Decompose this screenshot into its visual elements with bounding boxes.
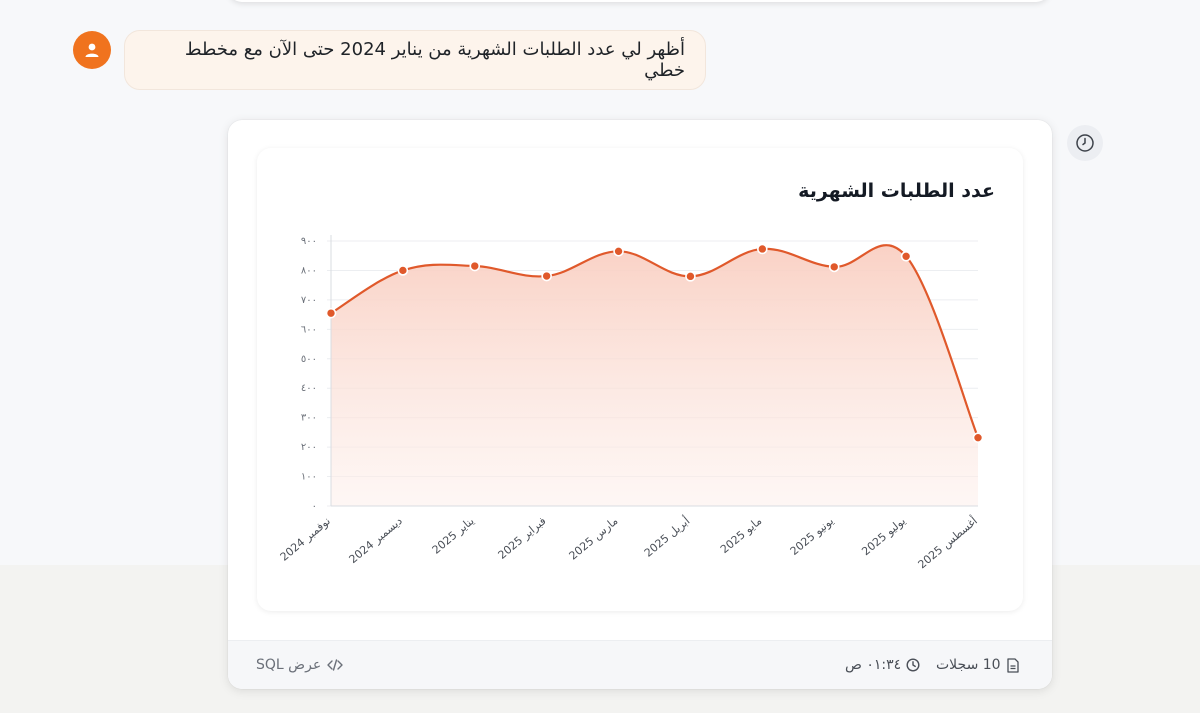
data-point	[397, 265, 409, 276]
data-point	[325, 307, 337, 319]
data-point	[900, 251, 912, 262]
y-tick-label: ٢٠٠	[301, 442, 317, 453]
chart-panel: عدد الطلبات الشهرية ٠ ١٠٠ ٢٠٠ ٣٠٠ ٤٠٠ ٥٠٠ ٦٠٠ ٧…	[257, 148, 1023, 611]
response-time: ٠١:٣٤ ص	[845, 657, 920, 673]
y-tick-label: ٤٠٠	[301, 383, 317, 394]
data-point	[469, 260, 481, 272]
user-message-bubble: أظهر لي عدد الطلبات الشهرية من يناير 202…	[124, 30, 706, 90]
y-tick-label: ١٠٠	[301, 472, 317, 483]
x-tick-label: أغسطس 2025	[915, 514, 980, 572]
clock-icon	[906, 658, 920, 672]
code-icon	[327, 659, 343, 671]
series-area	[331, 245, 978, 506]
x-tick-label: يوليو 2025	[859, 514, 908, 558]
x-tick-label: نوفمبر 2024	[278, 514, 333, 563]
y-tick-label: ٦٠٠	[301, 324, 317, 335]
line-chart: ٠ ١٠٠ ٢٠٠ ٣٠٠ ٤٠٠ ٥٠٠ ٦٠٠ ٧٠٠ ٨٠٠ ٩٠٠ نوفمبر 2024…	[278, 235, 984, 572]
x-tick-label: ديسمبر 2024	[347, 514, 405, 566]
document-icon	[1006, 657, 1019, 673]
user-icon	[85, 43, 99, 57]
data-point	[972, 432, 984, 443]
card-footer: عرض SQL ٠١:٣٤ ص 10 سجلات	[228, 640, 1052, 689]
previous-message-card	[228, 0, 1050, 2]
y-tick-label: ٩٠٠	[301, 236, 317, 247]
response-card: عدد الطلبات الشهرية ٠ ١٠٠ ٢٠٠ ٣٠٠ ٤٠٠ ٥٠٠ ٦٠٠ ٧…	[228, 120, 1052, 689]
record-count-text: 10 سجلات	[936, 657, 1001, 673]
y-tick-label: ٧٠٠	[301, 295, 317, 306]
history-icon	[1076, 134, 1094, 152]
show-sql-label: عرض SQL	[256, 657, 322, 673]
time-text: ٠١:٣٤ ص	[845, 657, 902, 673]
history-button[interactable]	[1067, 125, 1103, 161]
chart-title: عدد الطلبات الشهرية	[798, 180, 995, 202]
x-tick-label: مارس 2025	[567, 514, 621, 562]
record-count: 10 سجلات	[936, 657, 1019, 673]
data-point	[685, 271, 696, 282]
x-tick-label: مايو 2025	[718, 514, 764, 556]
user-message-text: أظهر لي عدد الطلبات الشهرية من يناير 202…	[184, 39, 685, 81]
x-tick-label: فبراير 2025	[496, 514, 549, 561]
y-tick-label: ٨٠٠	[301, 265, 317, 276]
y-tick-label: ٠	[312, 501, 317, 512]
y-tick-label: ٥٠٠	[301, 354, 317, 365]
data-point	[828, 261, 840, 273]
data-point	[541, 270, 552, 282]
x-tick-label: يونيو 2025	[788, 514, 836, 558]
data-point	[757, 243, 768, 255]
user-avatar	[73, 31, 111, 69]
show-sql-button[interactable]: عرض SQL	[256, 657, 343, 673]
y-tick-label: ٣٠٠	[301, 413, 317, 424]
x-tick-label: أبريل 2025	[641, 514, 692, 560]
x-tick-label: يناير 2025	[430, 514, 477, 556]
data-point	[613, 246, 624, 257]
